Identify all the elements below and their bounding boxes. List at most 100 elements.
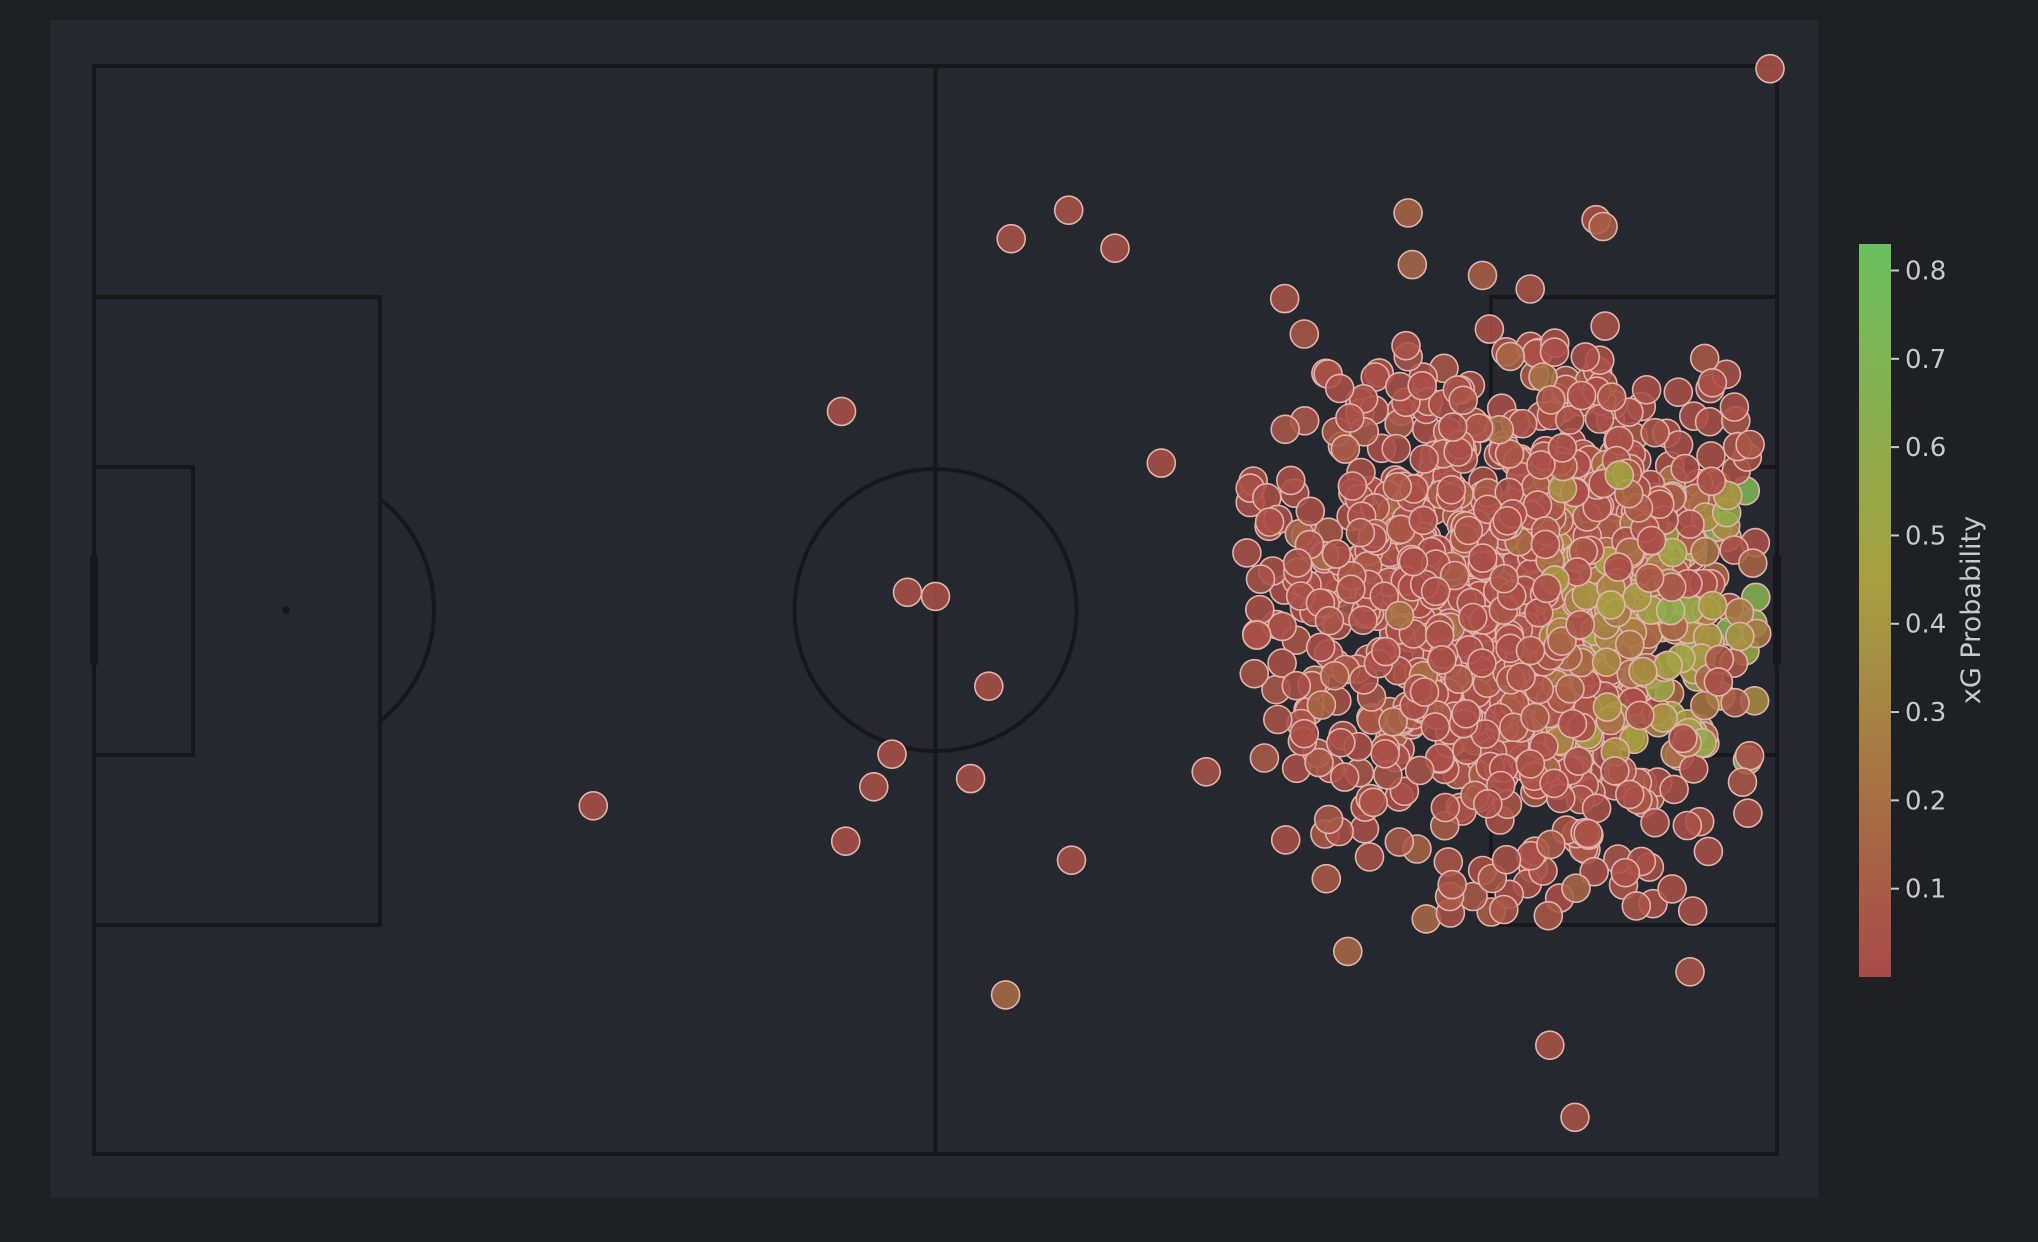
shot-point bbox=[1573, 818, 1603, 849]
shot-point bbox=[1313, 804, 1344, 835]
shot-point bbox=[1358, 787, 1389, 818]
shot-point bbox=[1693, 836, 1724, 867]
shot-point bbox=[1311, 863, 1342, 894]
shot-point bbox=[1697, 590, 1728, 621]
left-penalty-arc bbox=[378, 497, 437, 723]
shot-point bbox=[1348, 605, 1378, 636]
shot-point bbox=[1621, 891, 1652, 921]
shot-point bbox=[1640, 807, 1670, 838]
shot-point bbox=[1393, 198, 1423, 228]
left-penalty-spot bbox=[282, 606, 290, 614]
shot-point bbox=[1384, 600, 1415, 631]
shot-point bbox=[1520, 702, 1550, 733]
shot-point bbox=[1321, 539, 1352, 569]
shot-point bbox=[1668, 723, 1698, 754]
shot-point bbox=[1239, 658, 1270, 689]
shot-point bbox=[996, 223, 1027, 254]
shot-point bbox=[1690, 690, 1720, 721]
shot-point bbox=[1491, 844, 1522, 875]
shot-point bbox=[1391, 330, 1421, 361]
shot-point bbox=[1424, 620, 1455, 650]
shot-point bbox=[1473, 788, 1503, 819]
shot-point bbox=[1282, 548, 1313, 578]
shot-point bbox=[955, 763, 986, 794]
shot-point bbox=[1409, 677, 1440, 707]
shot-point bbox=[1566, 380, 1597, 411]
shot-point bbox=[892, 577, 923, 608]
shot-point bbox=[1563, 746, 1594, 776]
shot-point bbox=[1378, 706, 1408, 737]
shot-point bbox=[1561, 873, 1591, 904]
shot-point bbox=[1659, 774, 1689, 805]
shot-point bbox=[1267, 648, 1297, 678]
shot-point bbox=[1191, 756, 1221, 787]
shot-point bbox=[1468, 543, 1498, 573]
colorbar-tick-label: 0.2 bbox=[1905, 786, 1946, 816]
shot-point bbox=[1330, 434, 1361, 464]
shot-point bbox=[1755, 53, 1785, 84]
shot-point bbox=[1443, 664, 1474, 695]
shot-point bbox=[1672, 810, 1703, 841]
shot-point bbox=[1270, 825, 1301, 855]
shot-point bbox=[1675, 509, 1705, 539]
shot-point bbox=[1409, 444, 1439, 474]
shot-point bbox=[1329, 762, 1360, 792]
shots-layer bbox=[578, 53, 1785, 1133]
colorbar-label: xG Probability bbox=[1956, 516, 1987, 704]
shot-point bbox=[1289, 319, 1320, 349]
shot-point bbox=[1720, 687, 1750, 718]
shot-point bbox=[1677, 896, 1708, 926]
shot-point bbox=[1398, 546, 1429, 577]
shot-point bbox=[1245, 564, 1276, 594]
shot-point bbox=[1333, 936, 1363, 967]
shot-point bbox=[1526, 450, 1556, 480]
shot-point bbox=[1703, 667, 1734, 697]
shot-point bbox=[1557, 708, 1588, 739]
shot-point bbox=[1336, 574, 1366, 605]
shot-point bbox=[1492, 505, 1523, 536]
colorbar-gradient bbox=[1859, 244, 1891, 977]
shot-point bbox=[1053, 195, 1084, 225]
colorbar-tick-label: 0.8 bbox=[1905, 256, 1946, 286]
shot-point bbox=[1530, 529, 1561, 560]
shot-point bbox=[1489, 894, 1519, 925]
shot-point bbox=[1522, 490, 1553, 520]
shot-point bbox=[1335, 403, 1365, 433]
center-circle bbox=[792, 467, 1079, 753]
shot-point bbox=[1276, 465, 1306, 496]
shot-point bbox=[1384, 827, 1415, 857]
shot-point bbox=[1696, 441, 1726, 471]
shot-point bbox=[990, 980, 1021, 1010]
shot-point bbox=[1345, 517, 1376, 548]
shot-point bbox=[1397, 249, 1428, 280]
shot-point bbox=[1448, 385, 1478, 416]
shot-point bbox=[1254, 507, 1285, 537]
shot-point bbox=[1663, 377, 1694, 408]
shot-point bbox=[1570, 342, 1601, 372]
shot-point bbox=[1533, 900, 1564, 931]
shot-point bbox=[1319, 660, 1350, 691]
shot-point bbox=[1408, 505, 1438, 536]
shot-point bbox=[1719, 392, 1750, 422]
shot-point bbox=[1354, 842, 1385, 872]
shot-point bbox=[1232, 538, 1262, 568]
shot-point bbox=[1531, 573, 1562, 604]
shot-point bbox=[1506, 662, 1536, 692]
shot-point bbox=[1657, 874, 1687, 904]
shot-point bbox=[1590, 311, 1620, 341]
shot-point bbox=[1535, 1030, 1565, 1060]
shot-point bbox=[1725, 621, 1755, 652]
shot-point bbox=[1727, 767, 1758, 797]
shot-point bbox=[973, 671, 1004, 702]
shot-point bbox=[1596, 382, 1627, 412]
shot-point bbox=[1735, 429, 1765, 460]
shot-point bbox=[1436, 474, 1467, 505]
shot-point bbox=[1411, 904, 1441, 934]
shot-point bbox=[1324, 373, 1355, 404]
shot-point bbox=[1539, 768, 1569, 799]
shot-point bbox=[1596, 590, 1626, 620]
shot-point bbox=[1628, 656, 1658, 687]
shot-point bbox=[1245, 594, 1275, 625]
shot-point bbox=[1269, 283, 1300, 314]
shot-point bbox=[1634, 563, 1665, 593]
